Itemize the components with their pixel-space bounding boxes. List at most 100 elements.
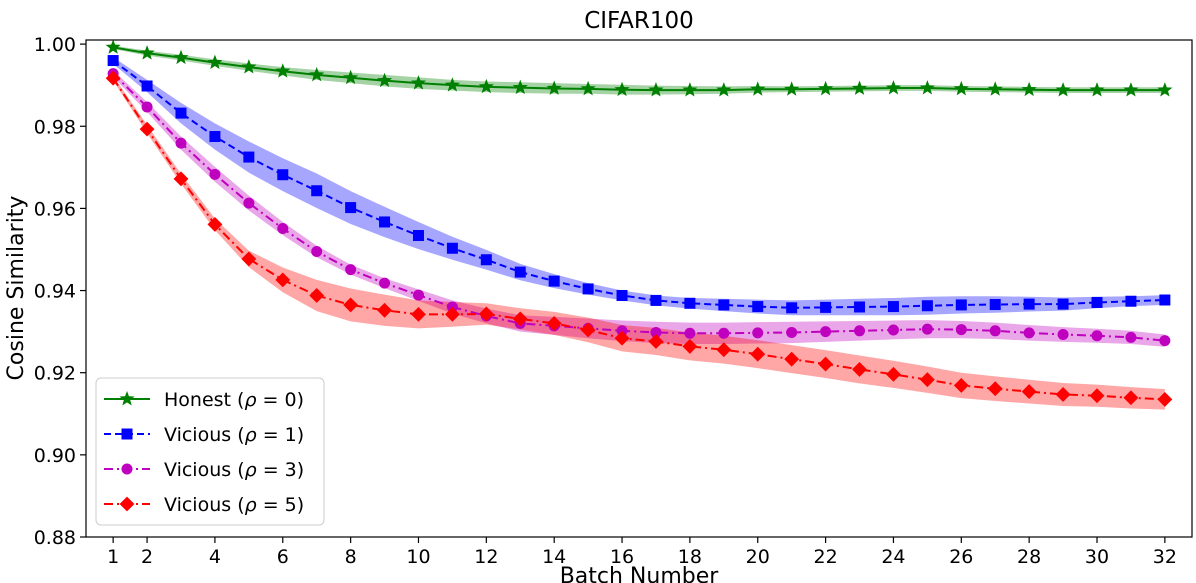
point-series-3-4: [241, 251, 257, 267]
x-tick-label-10: 20: [746, 546, 770, 568]
point-series-2-22: [854, 325, 866, 337]
point-series-3-20: [784, 351, 800, 367]
x-tick-label-8: 16: [610, 546, 634, 568]
point-series-3-16: [648, 334, 664, 349]
point-series-3-19: [750, 346, 766, 362]
line-series-1: [112, 59, 1165, 309]
point-series-2-23: [887, 324, 899, 336]
point-series-1-3: [209, 131, 221, 143]
point-series-1-18: [718, 299, 730, 311]
point-series-2-4: [243, 197, 255, 209]
point-series-3-28: [1055, 387, 1071, 402]
point-series-1-16: [650, 294, 662, 306]
point-series-2-16: [650, 326, 662, 338]
point-series-1-22: [854, 301, 866, 313]
point-series-3-24: [919, 372, 935, 388]
band-series-1: [113, 57, 1165, 316]
point-series-3-7: [343, 297, 359, 313]
point-series-3-3: [207, 216, 223, 232]
point-series-0-27: [1021, 81, 1037, 97]
x-tick-label-14: 28: [1017, 546, 1041, 568]
point-series-0-18: [716, 82, 732, 97]
point-series-1-27: [1023, 298, 1035, 310]
point-series-2-20: [786, 326, 798, 338]
point-series-1-31: [1159, 294, 1171, 306]
point-series-0-20: [784, 81, 800, 96]
point-series-2-27: [1023, 327, 1035, 339]
point-series-1-26: [989, 299, 1001, 311]
point-series-1-17: [684, 297, 696, 309]
y-tick-label-4: 0.96: [34, 198, 76, 220]
y-tick-label-5: 0.98: [34, 116, 76, 138]
point-series-3-17: [682, 338, 698, 354]
legend-items: Honest (ρ = 0) Vicious (ρ = 1) Vicious (ρ …: [104, 389, 304, 516]
point-series-3-5: [275, 272, 291, 288]
point-series-1-30: [1125, 295, 1137, 307]
point-series-3-0: [105, 70, 121, 86]
point-series-3-8: [377, 302, 392, 318]
legend-label-3: Vicious (ρ = 5): [164, 494, 304, 516]
point-series-1-10: [446, 242, 458, 254]
point-series-0-5: [275, 63, 291, 78]
point-series-3-18: [716, 342, 732, 358]
point-series-0-31: [1157, 82, 1173, 97]
point-series-2-24: [921, 323, 933, 335]
point-series-1-24: [921, 300, 933, 312]
point-series-2-26: [989, 325, 1001, 337]
point-series-1-5: [277, 169, 289, 181]
point-series-0-16: [648, 82, 664, 97]
point-series-2-31: [1159, 335, 1171, 347]
point-series-0-14: [580, 80, 596, 96]
point-series-0-0: [105, 39, 121, 54]
line-series-2: [112, 72, 1165, 342]
y-tick-label-1: 0.90: [34, 445, 76, 467]
x-tick-label-4: 8: [345, 546, 357, 568]
legend-label-1: Vicious (ρ = 1): [164, 424, 304, 446]
point-series-3-30: [1123, 390, 1139, 406]
point-series-1-21: [820, 301, 832, 313]
point-series-1-25: [955, 299, 967, 311]
legend-label-2: Vicious (ρ = 3): [164, 459, 304, 481]
point-series-0-13: [546, 80, 562, 95]
point-series-2-6: [311, 246, 323, 258]
legend-marker-2: [121, 463, 133, 475]
point-series-3-6: [309, 288, 325, 303]
x-tick-label-11: 22: [814, 546, 838, 568]
legend-marker-0: [119, 391, 135, 406]
point-series-3-14: [580, 322, 596, 338]
point-series-3-13: [546, 315, 562, 331]
legend-marker-1: [121, 428, 133, 440]
legend: Honest (ρ = 0) Vicious (ρ = 1) Vicious (ρ …: [95, 377, 325, 526]
point-series-3-23: [886, 366, 901, 382]
point-series-1-29: [1091, 296, 1103, 308]
point-series-1-6: [311, 185, 323, 197]
point-series-0-10: [444, 77, 460, 92]
series-lines: [112, 46, 1165, 401]
point-series-3-21: [818, 356, 834, 372]
y-tick-label-0: 0.88: [34, 527, 76, 549]
point-series-0-25: [953, 80, 969, 96]
point-series-2-29: [1091, 330, 1103, 342]
point-series-3-1: [139, 121, 155, 137]
point-series-2-2: [175, 137, 187, 149]
point-series-2-1: [141, 101, 153, 113]
point-series-0-1: [139, 45, 155, 60]
x-tick-label-2: 4: [209, 546, 221, 568]
line-series-0: [112, 46, 1165, 92]
point-series-0-23: [885, 80, 902, 95]
point-series-0-12: [512, 79, 528, 95]
point-series-0-26: [987, 81, 1003, 96]
point-series-0-17: [682, 82, 698, 97]
confidence-bands: [113, 45, 1165, 410]
point-series-0-8: [376, 72, 393, 88]
y-tick-label-3: 0.94: [34, 281, 76, 303]
point-series-3-26: [987, 381, 1003, 397]
point-series-3-9: [411, 306, 426, 322]
point-series-2-25: [955, 324, 967, 336]
point-series-1-1: [141, 80, 153, 92]
point-series-0-4: [241, 59, 257, 74]
point-series-0-7: [343, 69, 359, 85]
band-series-3: [113, 75, 1165, 410]
y-axis-ticks: 0.88 0.90 0.92 0.94 0.96 0.98 1.00: [34, 34, 86, 549]
